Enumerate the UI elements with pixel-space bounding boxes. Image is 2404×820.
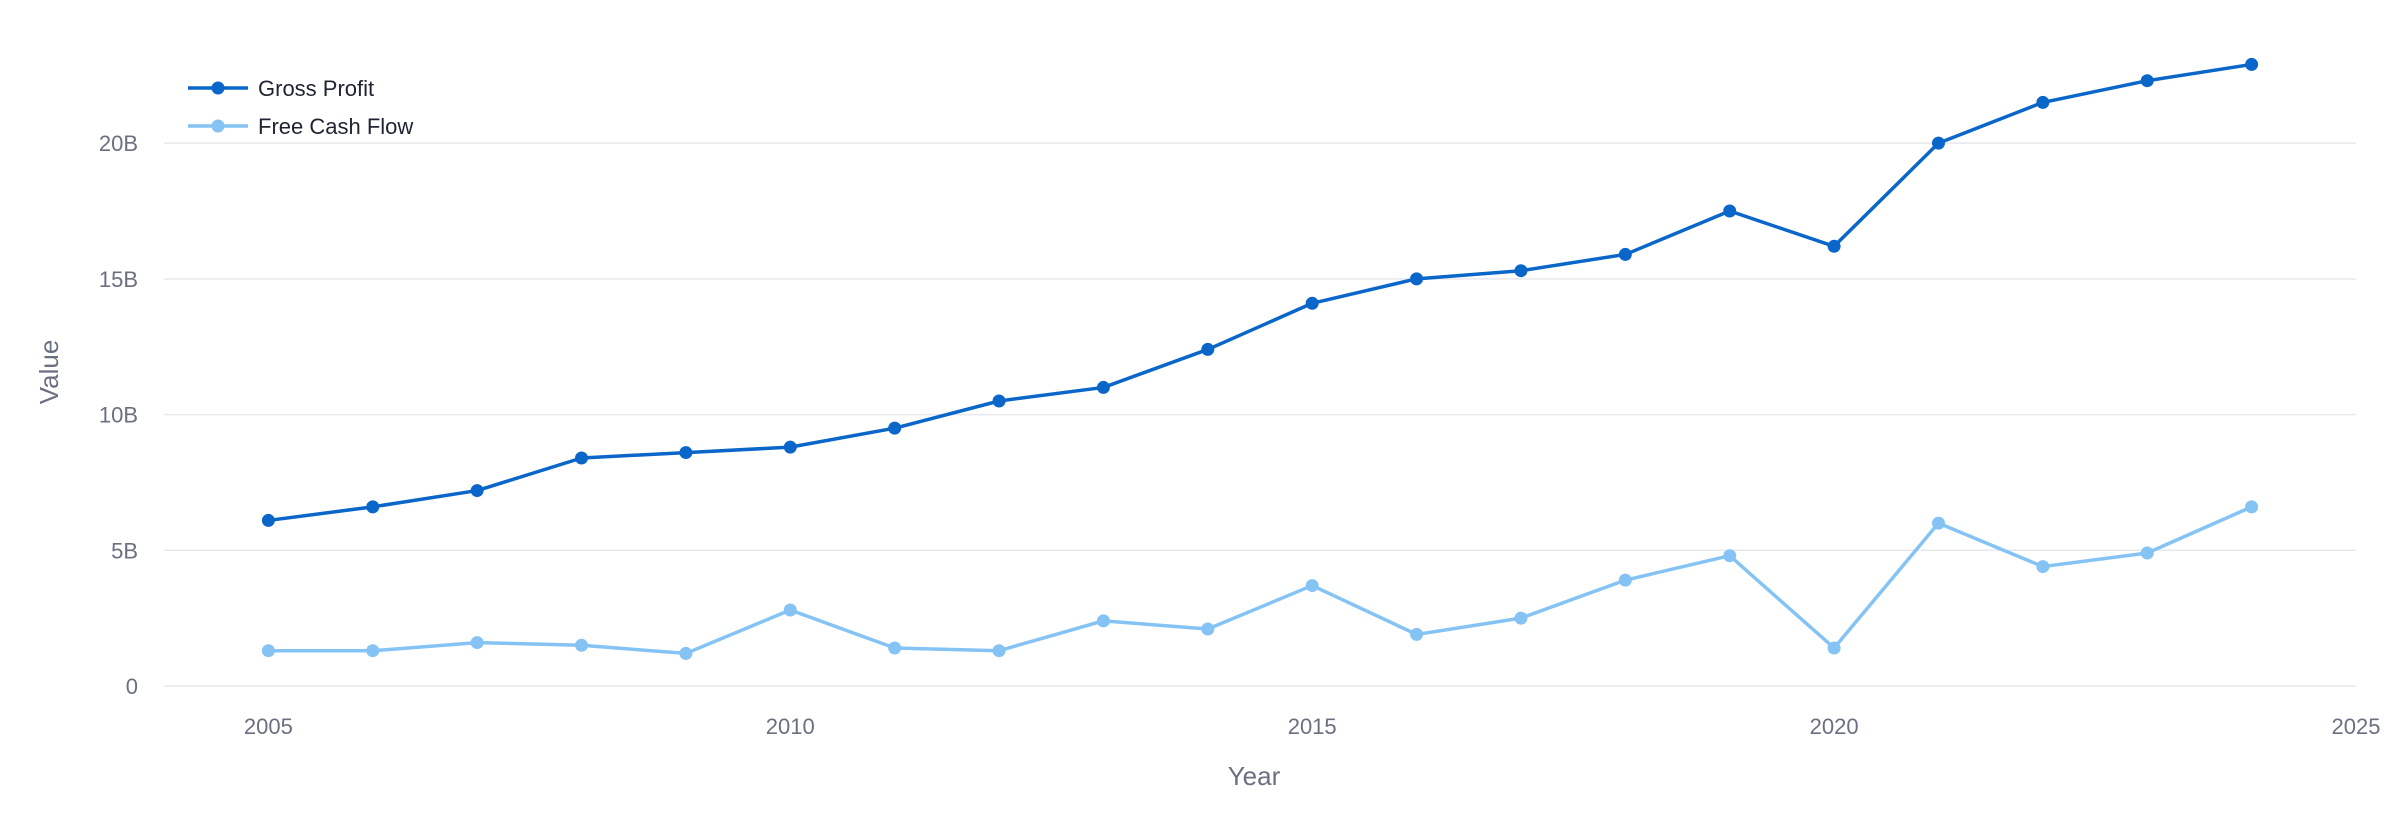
data-point[interactable] [783,603,797,617]
grid-layer [164,142,2356,687]
y-tick-label: 5B [111,538,138,563]
y-tick-label: 20B [99,131,138,156]
data-point[interactable] [2245,57,2259,71]
data-point[interactable] [366,500,380,514]
data-point[interactable] [1514,611,1528,625]
series-line [266,62,2254,523]
x-tick-label: 2020 [1810,714,1859,739]
legend-swatch-marker [211,119,225,133]
legend-item[interactable]: Free Cash Flow [188,114,413,139]
data-point[interactable] [1618,247,1632,261]
data-point[interactable] [992,394,1006,408]
data-point[interactable] [1827,239,1841,253]
legend-swatch-marker [211,81,225,95]
data-point[interactable] [2036,95,2050,109]
data-point[interactable] [1723,549,1737,563]
data-point[interactable] [1514,264,1528,278]
y-tick-label: 0 [126,674,138,699]
legend-label: Gross Profit [258,76,374,101]
y-axis-ticks: 0 5B 10B 15B 20B [99,131,138,699]
data-point[interactable] [2140,74,2154,88]
data-point[interactable] [679,646,693,660]
data-point[interactable] [888,641,902,655]
data-point[interactable] [1201,342,1215,356]
series-layer [261,57,2259,660]
data-point[interactable] [575,451,589,465]
legend-label: Free Cash Flow [258,114,413,139]
data-point[interactable] [888,421,902,435]
x-tick-label: 2010 [766,714,815,739]
data-point[interactable] [1096,614,1110,628]
data-point[interactable] [1931,136,1945,150]
x-tick-label: 2015 [1288,714,1337,739]
y-tick-label: 10B [99,403,138,428]
data-point[interactable] [575,638,589,652]
data-point[interactable] [470,484,484,498]
data-point[interactable] [261,644,275,658]
data-point[interactable] [2245,500,2259,514]
x-axis-title: Year [1228,761,1281,791]
data-point[interactable] [679,446,693,460]
series-line [266,505,2254,656]
data-point[interactable] [1410,272,1424,286]
series-free-cash-flow [261,500,2259,660]
data-point[interactable] [783,440,797,454]
data-point[interactable] [261,513,275,527]
data-point[interactable] [366,644,380,658]
x-axis-ticks: 2005 2010 2015 2020 2025 [244,714,2381,739]
data-point[interactable] [1305,296,1319,310]
data-point[interactable] [470,636,484,650]
data-point[interactable] [1931,516,1945,530]
x-tick-label: 2025 [2332,714,2381,739]
data-point[interactable] [1723,204,1737,218]
legend: Gross Profit Free Cash Flow [188,76,413,139]
data-point[interactable] [992,644,1006,658]
data-point[interactable] [1201,622,1215,636]
data-point[interactable] [1096,380,1110,394]
data-point[interactable] [1305,579,1319,593]
data-point[interactable] [1618,573,1632,587]
y-axis-title: Value [34,340,64,405]
y-tick-label: 15B [99,267,138,292]
data-point[interactable] [1827,641,1841,655]
data-point[interactable] [2140,546,2154,560]
legend-item[interactable]: Gross Profit [188,76,374,101]
data-point[interactable] [1410,627,1424,641]
data-point[interactable] [2036,560,2050,574]
series-gross-profit [261,57,2259,527]
x-tick-label: 2005 [244,714,293,739]
